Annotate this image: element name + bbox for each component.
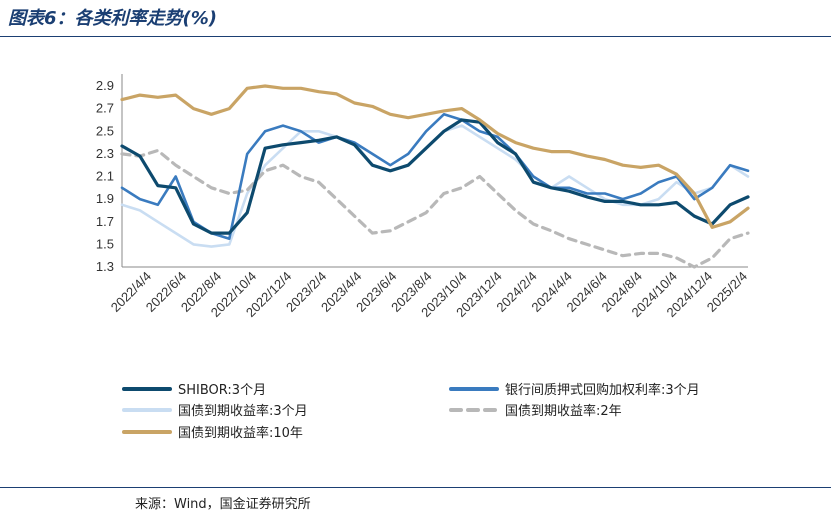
y-tick-label: 1.9 xyxy=(96,191,114,206)
y-tick-label: 2.3 xyxy=(96,146,114,161)
y-axis: 1.3 1.5 1.7 1.9 2.1 2.3 2.5 2.7 2.9 xyxy=(96,74,123,274)
y-tick-label: 1.7 xyxy=(96,214,114,229)
y-tick-label: 2.5 xyxy=(96,123,114,138)
legend-label-2: 国债到期收益率:3个月 xyxy=(178,403,308,419)
legend-label-4: 国债到期收益率:10年 xyxy=(178,425,303,441)
figure-title: 图表6：各类利率走势(%) xyxy=(8,8,218,29)
plot-area xyxy=(120,84,750,269)
series-line-3 xyxy=(120,148,750,269)
y-tick-label: 2.7 xyxy=(96,101,114,116)
y-tick-label: 2.1 xyxy=(96,169,114,184)
series-line-1 xyxy=(120,113,750,240)
series-line-0 xyxy=(120,118,750,235)
top-divider xyxy=(0,36,831,37)
y-tick-label: 1.3 xyxy=(96,259,114,274)
bottom-divider xyxy=(0,487,831,488)
series-line-4 xyxy=(120,84,750,229)
y-tick-label: 2.9 xyxy=(96,78,114,93)
legend-label-1: 银行间质押式回购加权利率:3个月 xyxy=(505,382,700,398)
legend-label-0: SHIBOR:3个月 xyxy=(178,383,266,398)
y-tick-label: 1.5 xyxy=(96,236,114,251)
legend-label-3: 国债到期收益率:2年 xyxy=(505,403,622,419)
source-note: 来源：Wind，国金证券研究所 xyxy=(135,497,311,512)
x-axis: 2022/4/42022/6/42022/8/42022/10/42022/12… xyxy=(108,266,750,320)
